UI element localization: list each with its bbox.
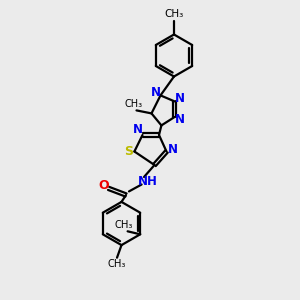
Text: N: N — [167, 142, 178, 156]
Text: N: N — [175, 113, 185, 126]
Text: N: N — [175, 92, 185, 106]
Text: NH: NH — [138, 175, 158, 188]
Text: O: O — [98, 179, 109, 192]
Text: N: N — [150, 86, 161, 100]
Text: CH₃: CH₃ — [124, 99, 142, 109]
Text: CH₃: CH₃ — [108, 259, 126, 269]
Text: CH₃: CH₃ — [164, 9, 184, 20]
Text: CH₃: CH₃ — [115, 220, 133, 230]
Text: S: S — [124, 145, 133, 158]
Text: N: N — [132, 123, 142, 136]
